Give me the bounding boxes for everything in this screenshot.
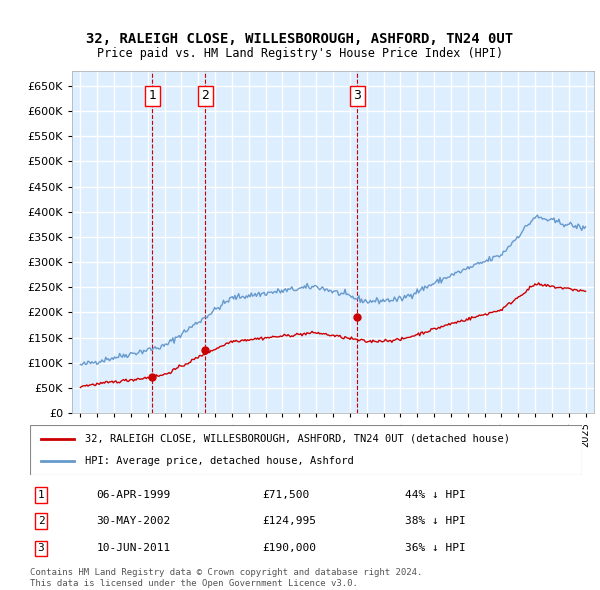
Text: 32, RALEIGH CLOSE, WILLESBOROUGH, ASHFORD, TN24 0UT: 32, RALEIGH CLOSE, WILLESBOROUGH, ASHFOR…	[86, 32, 514, 47]
Text: 32, RALEIGH CLOSE, WILLESBOROUGH, ASHFORD, TN24 0UT (detached house): 32, RALEIGH CLOSE, WILLESBOROUGH, ASHFOR…	[85, 434, 510, 444]
Text: Price paid vs. HM Land Registry's House Price Index (HPI): Price paid vs. HM Land Registry's House …	[97, 47, 503, 60]
Text: HPI: Average price, detached house, Ashford: HPI: Average price, detached house, Ashf…	[85, 456, 354, 466]
Text: 2: 2	[38, 516, 44, 526]
Text: 06-APR-1999: 06-APR-1999	[96, 490, 170, 500]
Text: 2: 2	[201, 90, 209, 103]
Text: 1: 1	[148, 90, 156, 103]
Text: Contains HM Land Registry data © Crown copyright and database right 2024.: Contains HM Land Registry data © Crown c…	[30, 568, 422, 576]
FancyBboxPatch shape	[30, 425, 582, 475]
Text: 1: 1	[38, 490, 44, 500]
Text: £124,995: £124,995	[262, 516, 316, 526]
Text: 38% ↓ HPI: 38% ↓ HPI	[406, 516, 466, 526]
Text: 3: 3	[38, 543, 44, 553]
Text: 10-JUN-2011: 10-JUN-2011	[96, 543, 170, 553]
Text: This data is licensed under the Open Government Licence v3.0.: This data is licensed under the Open Gov…	[30, 579, 358, 588]
Text: £190,000: £190,000	[262, 543, 316, 553]
Text: 36% ↓ HPI: 36% ↓ HPI	[406, 543, 466, 553]
Text: £71,500: £71,500	[262, 490, 309, 500]
Text: 44% ↓ HPI: 44% ↓ HPI	[406, 490, 466, 500]
Text: 30-MAY-2002: 30-MAY-2002	[96, 516, 170, 526]
Text: 3: 3	[353, 90, 361, 103]
